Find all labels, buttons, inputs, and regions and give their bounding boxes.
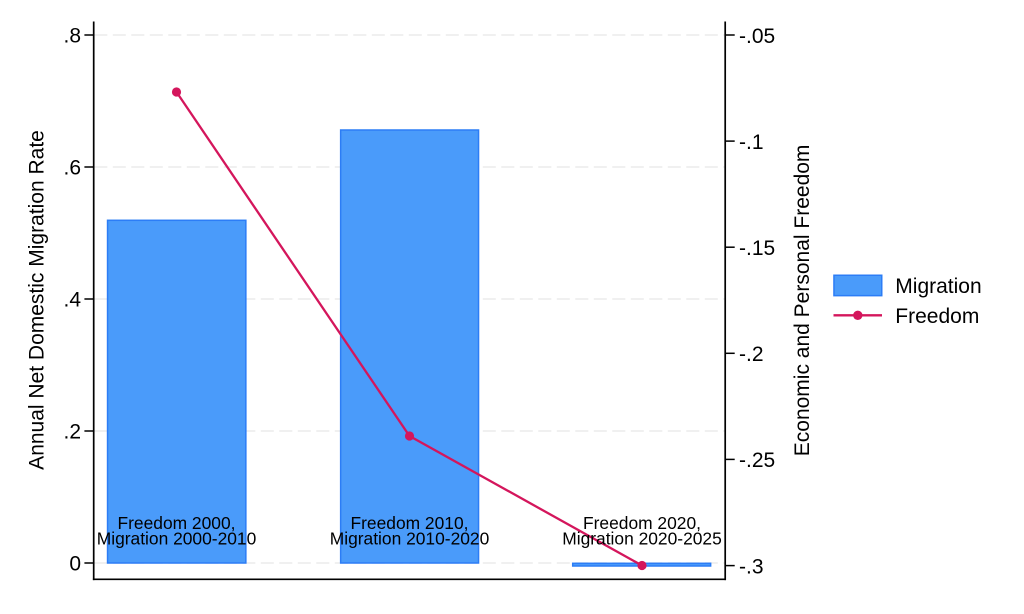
svg-text:Freedom 2020,: Freedom 2020, [583,513,701,533]
svg-text:.2: .2 [63,421,81,444]
svg-text:Freedom: Freedom [895,305,979,328]
svg-text:-.25: -.25 [739,449,775,472]
svg-text:Migration 2000-2010: Migration 2000-2010 [97,528,257,548]
svg-text:Freedom 2010,: Freedom 2010, [351,513,469,533]
svg-text:.4: .4 [63,289,81,312]
svg-text:.6: .6 [63,157,81,180]
svg-text:Economic and Personal Freedom: Economic and Personal Freedom [791,145,814,457]
svg-text:Migration: Migration [895,275,981,298]
svg-text:Migration 2010-2020: Migration 2010-2020 [330,528,490,548]
svg-text:-.15: -.15 [739,237,775,260]
svg-text:Freedom 2000,: Freedom 2000, [118,513,236,533]
svg-text:Migration 2020-2025: Migration 2020-2025 [562,528,722,548]
svg-text:-.05: -.05 [739,25,775,48]
svg-text:-.2: -.2 [739,343,764,366]
svg-text:-.3: -.3 [739,555,764,578]
svg-text:.8: .8 [63,25,81,48]
svg-text:-.1: -.1 [739,131,764,154]
svg-text:Annual Net Domestic Migration: Annual Net Domestic Migration Rate [26,130,49,470]
svg-text:0: 0 [69,553,81,576]
